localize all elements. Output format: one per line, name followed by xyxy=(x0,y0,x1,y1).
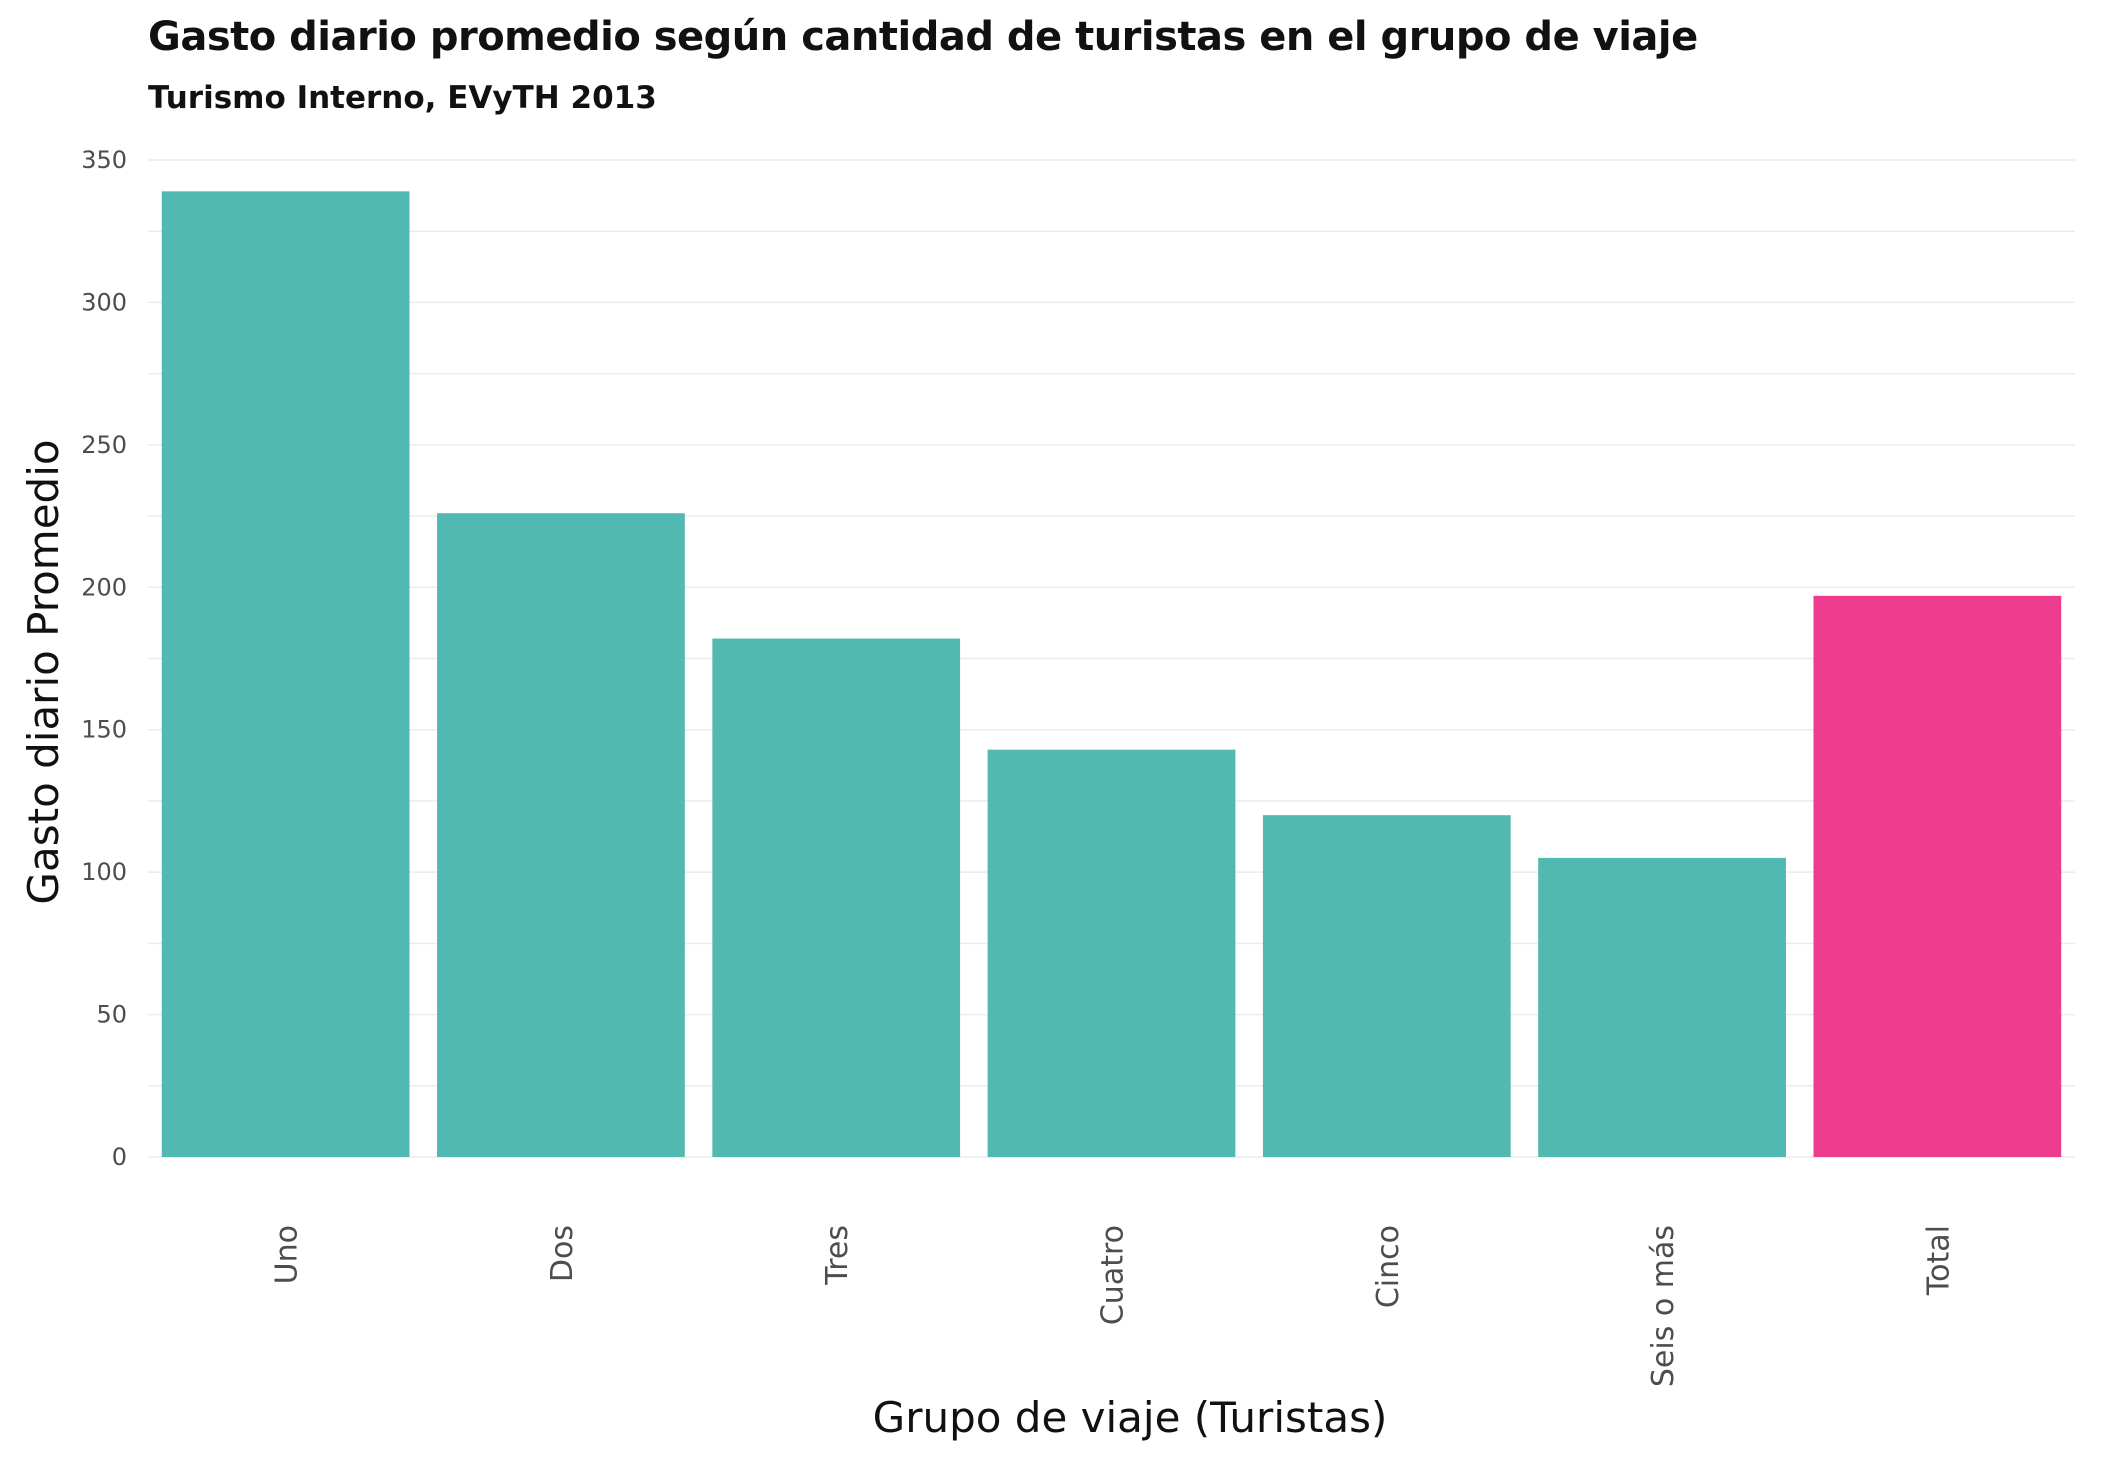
y-tick-label: 50 xyxy=(96,1001,127,1029)
y-axis-ticks: 0 50 100 150 200 250 300 350 xyxy=(81,146,127,1171)
chart-title: Gasto diario promedio según cantidad de … xyxy=(148,14,1698,60)
bar-uno xyxy=(161,191,410,1157)
y-tick-label: 0 xyxy=(112,1143,127,1171)
x-axis-title: Grupo de viaje (Turistas) xyxy=(873,1393,1388,1442)
y-tick-label: 200 xyxy=(81,573,127,601)
y-tick-label: 150 xyxy=(81,716,127,744)
chart-subtitle: Turismo Interno, EVyTH 2013 xyxy=(148,80,657,116)
bar-cuatro xyxy=(987,749,1236,1157)
y-tick-label: 300 xyxy=(81,288,127,316)
bar-seis-o-más xyxy=(1538,857,1786,1157)
y-axis-title: Gasto diario Promedio xyxy=(19,439,68,904)
x-tick-label: Tres xyxy=(820,1225,855,1286)
y-tick-label: 250 xyxy=(81,431,127,459)
bar-cinco xyxy=(1262,815,1511,1157)
bar-tres xyxy=(712,638,961,1157)
x-tick-label: Cinco xyxy=(1371,1225,1406,1308)
bar-layer xyxy=(161,191,2062,1157)
x-tick-label: Seis o más xyxy=(1646,1225,1681,1387)
y-tick-label: 100 xyxy=(81,858,127,886)
x-tick-label: Dos xyxy=(545,1225,580,1282)
bar-dos xyxy=(437,513,685,1157)
bar-total xyxy=(1813,595,2062,1157)
x-axis-ticks: Uno Dos Tres Cuatro Cinco Seis o más Total xyxy=(270,1225,1957,1387)
y-tick-label: 350 xyxy=(81,146,127,174)
x-tick-label: Uno xyxy=(270,1225,305,1284)
x-tick-label: Total xyxy=(1921,1225,1956,1296)
x-tick-label: Cuatro xyxy=(1096,1225,1131,1325)
